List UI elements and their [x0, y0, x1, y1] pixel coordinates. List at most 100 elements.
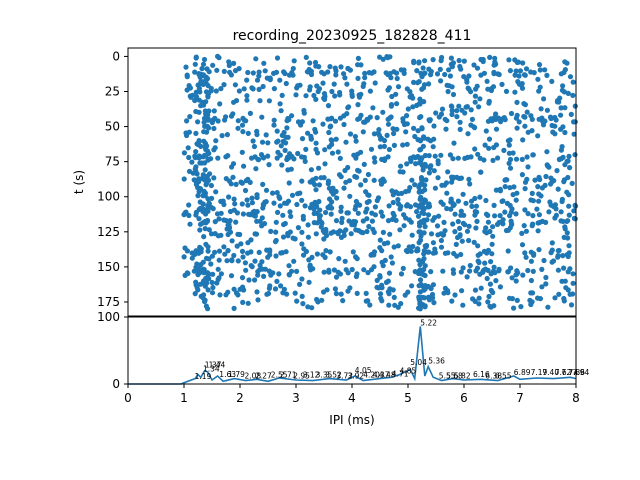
raster-point — [514, 112, 520, 118]
raster-point — [202, 226, 208, 232]
raster-point — [518, 304, 524, 310]
raster-point — [501, 147, 507, 153]
raster-point — [242, 260, 248, 266]
raster-point — [513, 197, 519, 203]
raster-point — [536, 212, 543, 218]
raster-point — [512, 89, 518, 95]
raster-point — [364, 206, 370, 212]
raster-point — [246, 211, 252, 217]
raster-point — [231, 252, 237, 259]
raster-point — [240, 254, 246, 260]
raster-point — [411, 125, 417, 131]
raster-point — [398, 163, 404, 169]
raster-point — [346, 104, 352, 110]
raster-point — [322, 161, 328, 167]
raster-point — [571, 131, 577, 137]
raster-point — [522, 250, 528, 256]
raster-point — [367, 88, 373, 94]
raster-point — [431, 300, 437, 306]
raster-point — [206, 69, 212, 75]
raster-point — [202, 123, 208, 129]
raster-point — [240, 299, 246, 305]
raster-point — [212, 219, 218, 225]
raster-point — [564, 189, 570, 195]
raster-point — [394, 70, 400, 76]
raster-point — [197, 160, 203, 166]
raster-point — [319, 69, 325, 75]
raster-point — [395, 191, 401, 197]
raster-point — [339, 219, 345, 225]
raster-point — [409, 283, 415, 289]
raster-point — [404, 121, 410, 127]
raster-point — [275, 149, 281, 155]
raster-point — [203, 303, 209, 309]
raster-point — [209, 290, 216, 296]
raster-point — [259, 114, 265, 120]
raster-point — [476, 259, 482, 266]
raster-point — [318, 175, 324, 181]
raster-point — [449, 84, 455, 90]
raster-point — [468, 107, 474, 113]
raster-point — [473, 225, 479, 231]
raster-point — [236, 88, 242, 94]
raster-point — [311, 92, 317, 99]
raster-y-tick-label: 75 — [105, 155, 120, 169]
raster-point — [198, 205, 204, 211]
raster-point — [322, 147, 328, 153]
raster-point — [279, 92, 285, 98]
raster-point — [466, 237, 472, 244]
raster-point — [274, 55, 281, 61]
raster-point — [572, 103, 578, 109]
raster-point — [186, 83, 192, 89]
raster-point — [539, 185, 546, 191]
raster-point — [311, 206, 317, 212]
raster-point — [191, 177, 197, 183]
raster-point — [560, 253, 566, 259]
raster-point — [369, 218, 375, 224]
raster-point — [428, 68, 434, 75]
raster-point — [438, 244, 445, 250]
ipi-peak-label: 6.55 — [495, 371, 512, 380]
raster-point — [355, 167, 361, 173]
raster-y-tick-label: 25 — [105, 84, 120, 98]
raster-point — [295, 225, 301, 231]
raster-point — [497, 284, 503, 290]
raster-point — [505, 138, 511, 144]
ipi-peak-label: 7.19 — [531, 368, 548, 377]
ipi-peak-label: 5.68 — [446, 371, 463, 380]
raster-point — [308, 167, 314, 173]
raster-point — [344, 111, 350, 117]
raster-point — [256, 249, 262, 255]
raster-point — [421, 210, 427, 217]
raster-point — [454, 114, 460, 120]
raster-point — [400, 142, 406, 148]
raster-point — [223, 292, 229, 298]
raster-point — [259, 139, 266, 145]
raster-point — [291, 58, 297, 64]
raster-point — [418, 271, 424, 277]
raster-point — [376, 132, 382, 138]
raster-point — [419, 74, 425, 80]
raster-point — [263, 187, 270, 193]
raster-point — [441, 219, 447, 225]
raster-point — [241, 163, 247, 169]
raster-point — [197, 186, 204, 192]
raster-point — [326, 144, 332, 150]
raster-point — [348, 231, 354, 237]
ipi-peak-label: 7.40 — [542, 368, 559, 377]
raster-point — [491, 303, 497, 309]
raster-point — [331, 81, 337, 87]
raster-point — [247, 110, 253, 116]
raster-point — [434, 223, 441, 229]
raster-point — [417, 96, 423, 102]
raster-point — [416, 240, 422, 246]
raster-point — [380, 213, 386, 219]
raster-point — [327, 64, 333, 70]
raster-point — [211, 108, 217, 114]
raster-point — [408, 219, 414, 225]
raster-point — [413, 202, 419, 208]
raster-point — [193, 212, 199, 218]
raster-point — [435, 161, 441, 167]
raster-point — [430, 240, 436, 246]
raster-point — [467, 181, 473, 187]
